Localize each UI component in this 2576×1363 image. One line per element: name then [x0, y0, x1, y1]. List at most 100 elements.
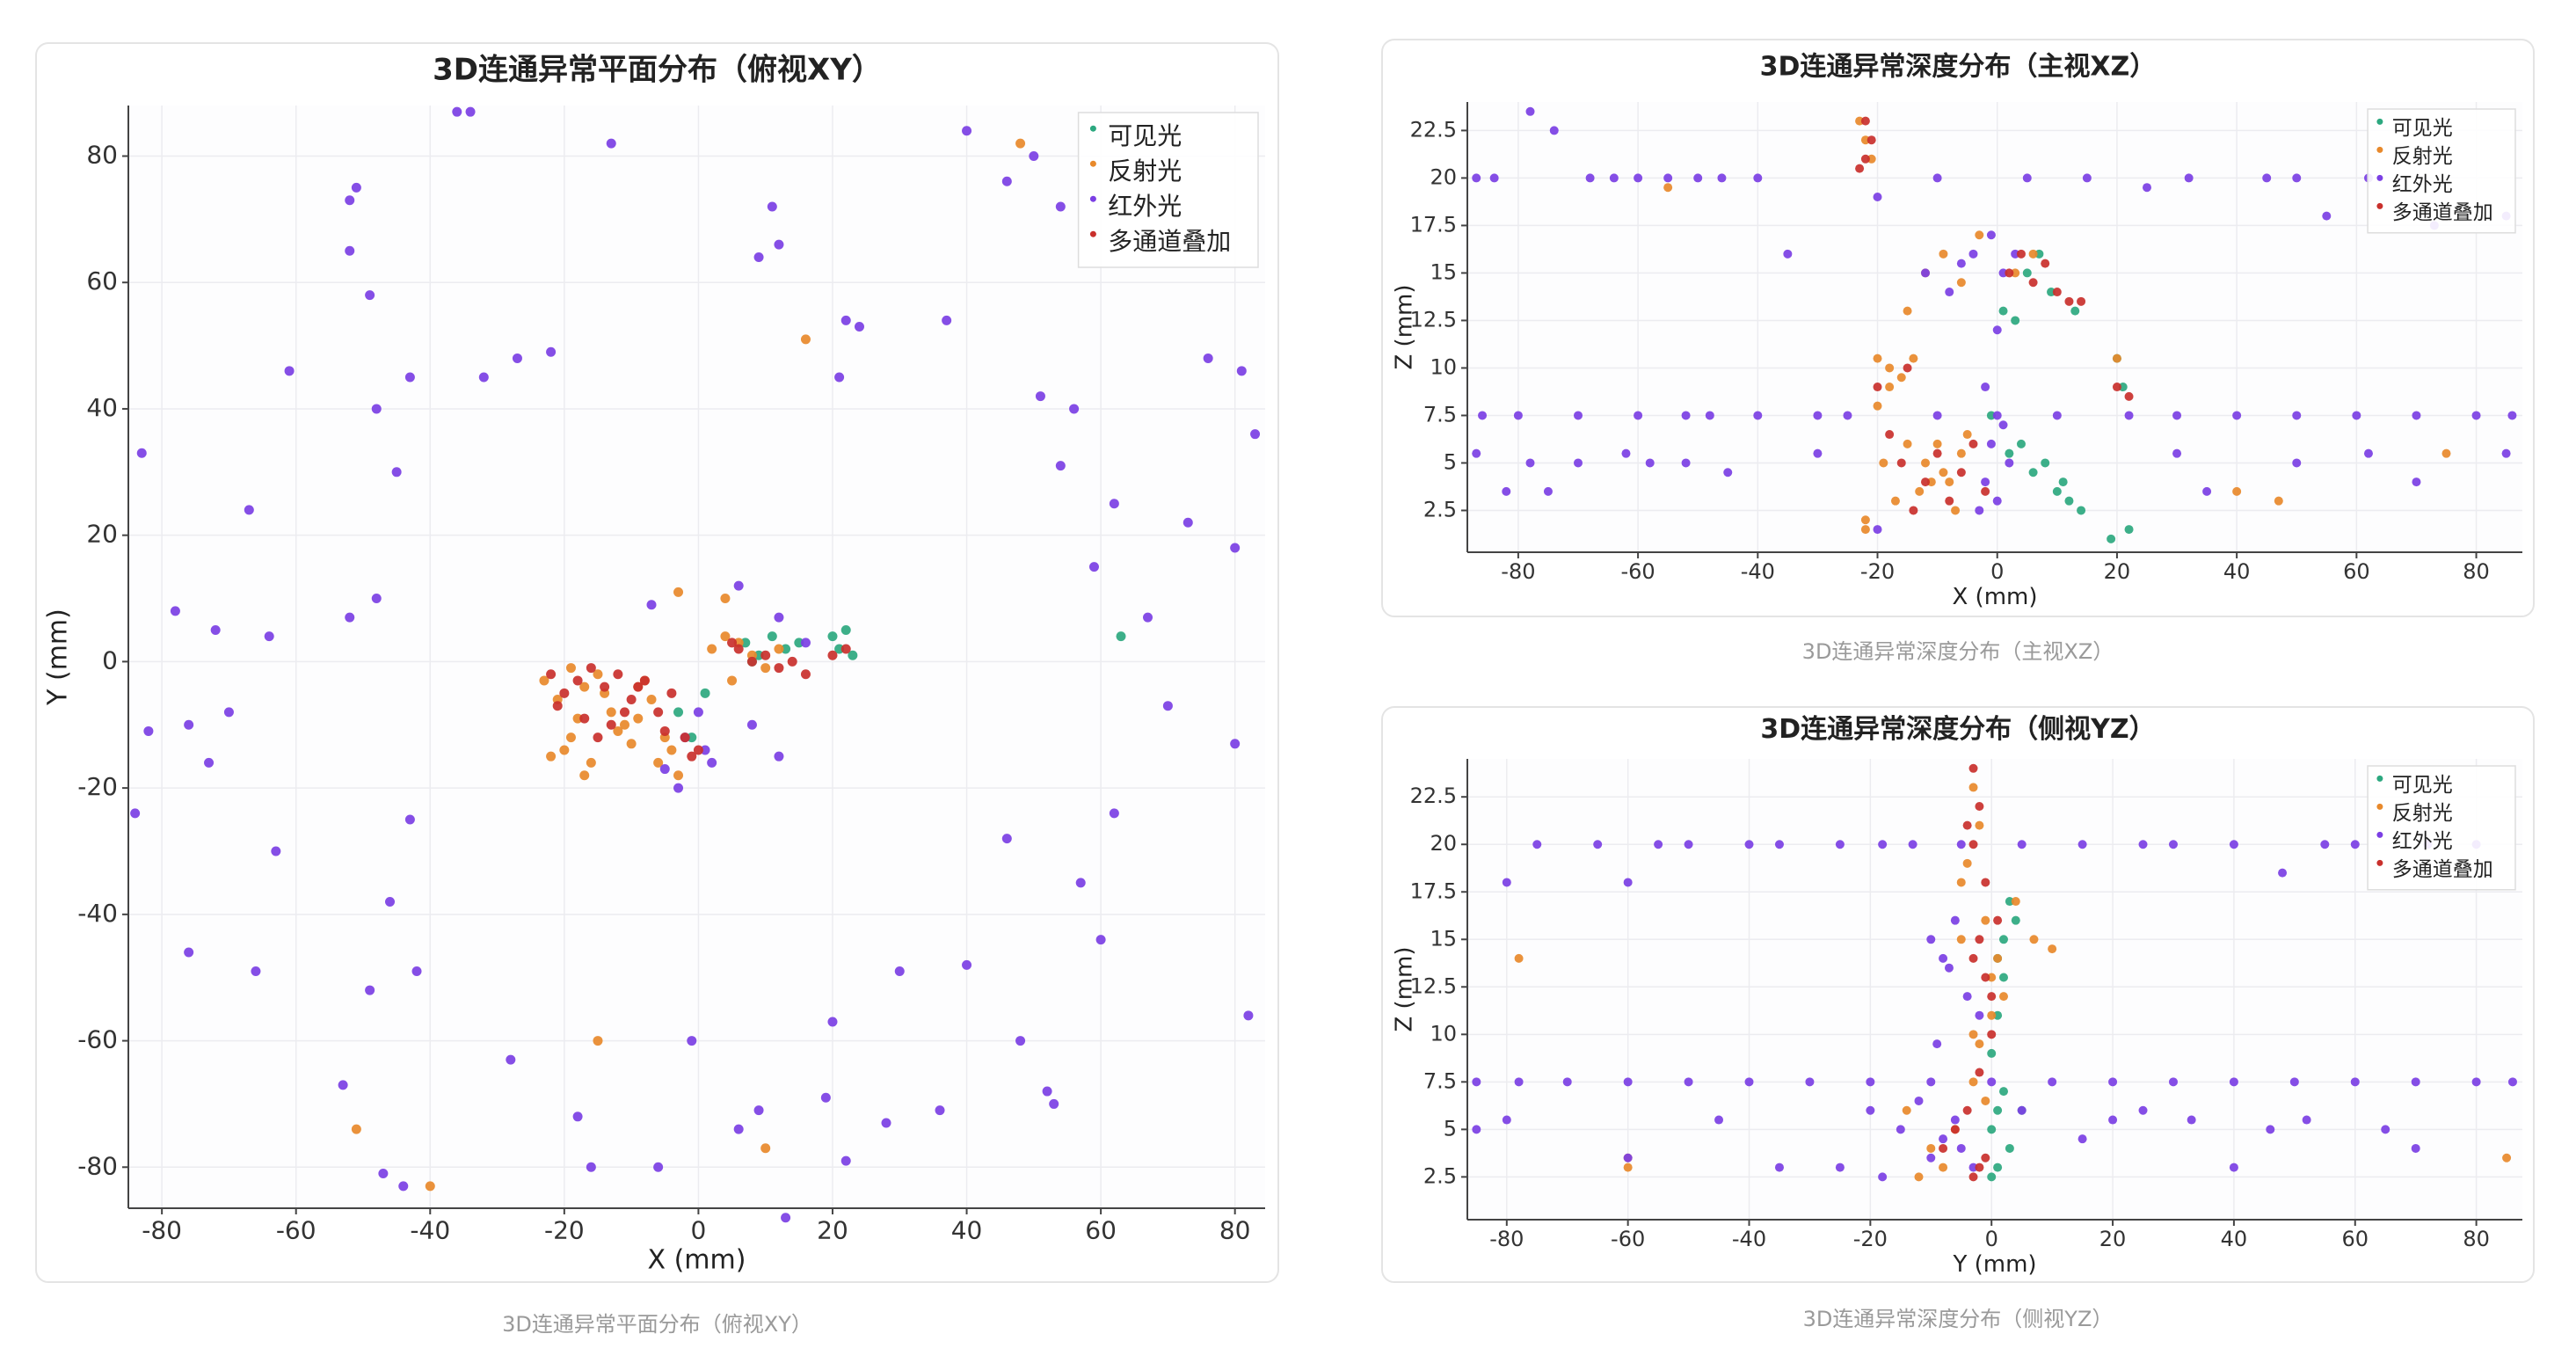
data-point	[2471, 1077, 2481, 1087]
data-point	[1230, 543, 1241, 553]
data-point	[1962, 1105, 1972, 1115]
data-point	[1873, 525, 1882, 535]
y-tick-label: 17.5	[1410, 212, 1457, 237]
data-point	[1744, 1077, 1754, 1087]
data-point	[2168, 840, 2178, 849]
data-point	[733, 1124, 744, 1134]
data-point	[673, 783, 684, 793]
data-point	[1998, 992, 2008, 1002]
data-point	[1981, 486, 1990, 496]
data-point	[1502, 486, 1511, 496]
data-point	[2064, 296, 2074, 306]
x-tick-label: 0	[1990, 559, 2004, 584]
data-point	[1684, 1077, 1693, 1087]
data-point	[2302, 1115, 2311, 1125]
data-point	[1986, 439, 1996, 448]
data-point	[1878, 1172, 1888, 1182]
data-point	[565, 733, 576, 743]
data-point	[1956, 840, 1966, 849]
x-tick-label: -60	[1611, 1227, 1645, 1251]
data-point	[1236, 366, 1247, 376]
data-point	[1920, 477, 1930, 487]
data-point	[619, 707, 629, 718]
data-point	[378, 1168, 389, 1178]
data-point	[733, 580, 744, 591]
data-point	[546, 669, 557, 680]
data-point	[746, 656, 757, 667]
data-point	[1975, 1010, 1984, 1020]
data-point	[881, 1118, 891, 1128]
y-tick-label: 20	[1430, 831, 1457, 856]
data-point	[606, 138, 616, 149]
y-tick-label: -20	[77, 772, 118, 801]
data-point	[1951, 506, 1961, 515]
data-point	[2124, 525, 2134, 535]
data-point	[774, 612, 784, 623]
data-point	[2202, 486, 2212, 496]
data-point	[1623, 878, 1633, 887]
data-point	[1939, 953, 1948, 963]
data-point	[653, 757, 664, 768]
data-point	[2078, 1134, 2087, 1144]
data-point	[673, 587, 684, 597]
data-point	[284, 366, 295, 376]
data-point	[1873, 401, 1882, 411]
legend-marker	[2376, 803, 2383, 810]
chart-caption: 3D连通异常平面分布（俯视XY）	[502, 1312, 812, 1337]
data-point	[1182, 517, 1193, 528]
data-point	[1717, 173, 1727, 183]
x-tick-label: 20	[2099, 1227, 2127, 1251]
data-point	[204, 757, 215, 768]
legend-label: 可见光	[2392, 774, 2453, 797]
data-point	[774, 751, 784, 762]
data-point	[653, 707, 664, 718]
data-point	[1774, 840, 1784, 849]
data-point	[1684, 840, 1693, 849]
data-point	[774, 663, 784, 674]
legend-marker	[2376, 859, 2383, 866]
data-point	[1987, 973, 1997, 982]
data-point	[760, 650, 771, 660]
x-axis-label: Y (mm)	[1952, 1251, 2036, 1278]
data-point	[2172, 411, 2182, 420]
x-tick-label: 40	[2221, 1227, 2248, 1251]
data-point	[1993, 1105, 2003, 1115]
data-point	[1609, 173, 1619, 183]
y-tick-label: 40	[86, 393, 118, 422]
legend-label: 红外光	[2392, 173, 2453, 196]
data-point	[1573, 411, 1583, 420]
data-point	[1478, 411, 1488, 420]
data-point	[1645, 458, 1655, 468]
data-point	[2507, 411, 2517, 420]
data-point	[170, 606, 180, 616]
data-point	[579, 682, 590, 692]
data-point	[1866, 1077, 1875, 1087]
data-point	[1975, 1163, 1984, 1172]
chart-title: 3D连通异常平面分布（俯视XY）	[433, 52, 882, 87]
plot-area	[128, 106, 1265, 1208]
data-point	[2005, 897, 2014, 907]
data-point	[774, 239, 784, 250]
x-tick-label: 60	[2343, 559, 2370, 584]
y-tick-label: -40	[77, 899, 118, 928]
data-point	[345, 195, 355, 206]
data-point	[700, 745, 710, 755]
data-point	[579, 713, 590, 724]
data-point	[2078, 840, 2087, 849]
data-point	[935, 1105, 945, 1116]
data-point	[962, 959, 972, 970]
data-point	[2350, 840, 2360, 849]
data-point	[1998, 306, 2008, 316]
data-point	[1896, 373, 1906, 383]
x-tick-label: 20	[817, 1216, 848, 1245]
data-point	[613, 725, 623, 736]
legend-marker	[2376, 146, 2383, 153]
data-point	[2441, 448, 2451, 458]
data-point	[746, 719, 757, 730]
y-tick-label: 15	[1430, 926, 1457, 951]
legend-label: 红外光	[2392, 830, 2453, 853]
chart-caption: 3D连通异常深度分布（主视XZ）	[1802, 639, 2114, 664]
data-point	[1950, 915, 1960, 925]
